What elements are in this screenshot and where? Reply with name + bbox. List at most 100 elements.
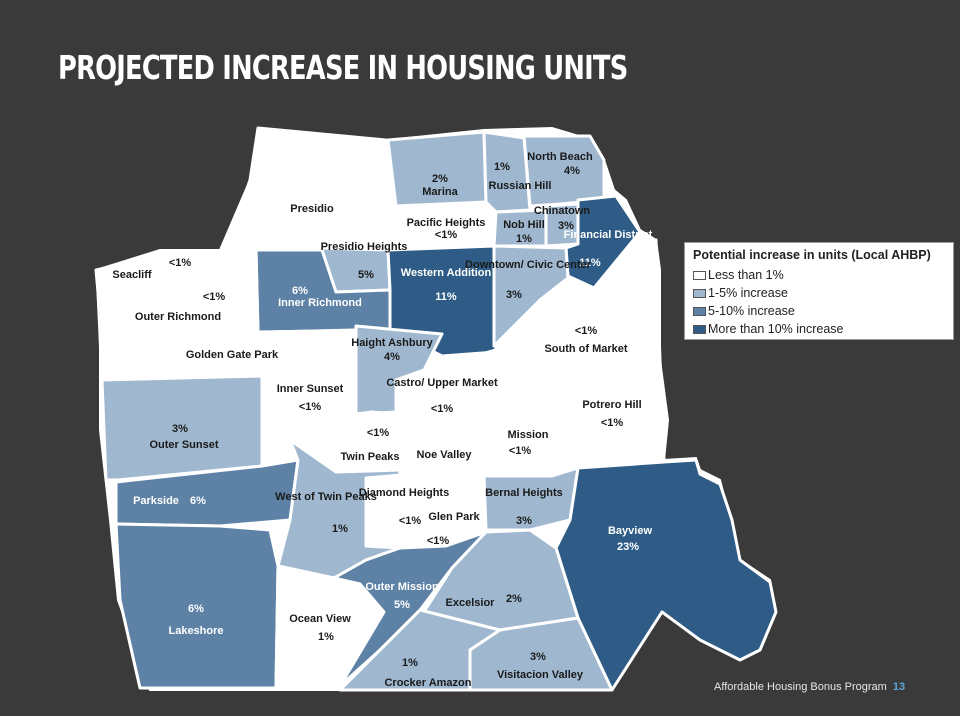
neighborhood-name: Parkside [133, 495, 179, 507]
neighborhood-value: <1% [575, 325, 598, 337]
neighborhood-value: 5% [394, 599, 410, 611]
legend-label: 5-10% increase [708, 304, 795, 318]
neighborhood-presidio [224, 126, 390, 252]
neighborhood-value: 2% [432, 173, 448, 185]
neighborhood-name: Glen Park [428, 511, 480, 523]
neighborhood-name: Presidio Heights [321, 241, 408, 253]
neighborhood-label-castro-upper-market: Castro/ Upper Market <1% [386, 377, 498, 415]
neighborhood-name: Mission [508, 429, 549, 441]
neighborhood-value: 3% [530, 651, 546, 663]
neighborhood-name: Crocker Amazon [384, 677, 471, 689]
neighborhood-value: 6% [190, 495, 206, 507]
map-legend: Potential increase in units (Local AHBP)… [684, 242, 954, 340]
neighborhood-name: Potrero Hill [582, 399, 641, 411]
neighborhood-mission [480, 348, 580, 480]
neighborhood-label-north-beach: North Beach 4% [527, 151, 593, 177]
neighborhood-label-downtown-civic-center: Downtown/ Civic Center 3% [465, 259, 592, 301]
neighborhood-label-visitacion-valley: 3% Visitacion Valley [497, 651, 584, 681]
neighborhood-label-inner-sunset: Inner Sunset <1% [277, 383, 344, 413]
neighborhood-visitacion-valley [468, 616, 614, 692]
neighborhood-label-lakeshore: 6% Lakeshore [168, 603, 223, 637]
legend-swatch [693, 324, 706, 334]
neighborhood-value: <1% [299, 401, 322, 413]
neighborhood-value: 1% [318, 631, 334, 643]
neighborhood-label-south-of-market: <1% South of Market [544, 325, 627, 355]
neighborhood-value: 11% [435, 291, 457, 303]
neighborhood-label-bayview: Bayview 23% [608, 525, 652, 553]
neighborhood-name: North Beach [527, 151, 593, 163]
neighborhood-label-noe-valley: Noe Valley [416, 449, 472, 461]
footer-program: Affordable Housing Bonus Program [714, 681, 887, 693]
neighborhood-name: Marina [422, 186, 458, 198]
legend-item: Less than 1% [693, 266, 945, 284]
neighborhood-name: West of Twin Peaks [275, 491, 377, 503]
neighborhood-name: Golden Gate Park [186, 349, 279, 361]
neighborhood-value: <1% [367, 427, 390, 439]
neighborhood-label-twin-peaks: <1% Twin Peaks [340, 427, 399, 463]
footer: Affordable Housing Bonus Program 13 [714, 681, 905, 693]
neighborhood-value: 4% [564, 165, 580, 177]
page-number: 13 [892, 681, 906, 693]
neighborhood-value: <1% [435, 229, 458, 241]
neighborhood-label-haight-ashbury: Haight Ashbury 4% [351, 337, 433, 363]
neighborhood-value: 1% [516, 233, 532, 245]
neighborhood-value: 5% [358, 269, 374, 281]
legend-swatch [693, 288, 706, 298]
neighborhood-name: Castro/ Upper Market [386, 377, 498, 389]
neighborhood-value: 1% [402, 657, 418, 669]
neighborhood-name: Downtown/ Civic Center [465, 259, 592, 271]
neighborhood-label-crocker-amazon: 1% Crocker Amazon [384, 657, 471, 689]
neighborhood-noe-valley [396, 412, 486, 476]
neighborhood-label-pacific-heights: Pacific Heights <1% [407, 217, 486, 241]
legend-title: Potential increase in units (Local AHBP) [693, 248, 931, 262]
neighborhood-name: Western Addition [401, 267, 492, 279]
neighborhood-name: Financial District [564, 229, 653, 241]
neighborhood-value: 3% [172, 423, 188, 435]
neighborhood-label-inner-richmond: 6% Inner Richmond [278, 285, 362, 309]
neighborhood-name: South of Market [544, 343, 627, 355]
neighborhood-label-presidio-heights: Presidio Heights 5% [321, 241, 408, 281]
page-title: Projected Increase in Housing Units [58, 48, 628, 87]
neighborhood-name: Outer Richmond [135, 311, 221, 323]
neighborhood-name: Haight Ashbury [351, 337, 433, 349]
neighborhood-value: 1% [494, 161, 510, 173]
neighborhood-label-nob-hill: Nob Hill 1% [503, 219, 545, 245]
neighborhood-label-outer-sunset: 3% Outer Sunset [149, 423, 218, 451]
neighborhood-outer-mission [332, 530, 488, 688]
neighborhood-label-financial-district: Financial District 11% [564, 229, 653, 269]
neighborhood-potrero-hill [572, 358, 666, 472]
neighborhood-name: Diamond Heights [359, 487, 449, 499]
neighborhood-name: Bayview [608, 525, 652, 537]
neighborhood-name: Noe Valley [416, 449, 472, 461]
legend-item: More than 10% increase [693, 320, 945, 338]
legend-item: 5-10% increase [693, 302, 945, 320]
neighborhood-value: <1% [509, 445, 532, 457]
neighborhood-name: Visitacion Valley [497, 669, 584, 681]
legend-label: More than 10% increase [708, 322, 844, 336]
neighborhood-label-russian-hill: 1% Russian Hill [489, 161, 552, 192]
neighborhood-label-ocean-view: Ocean View 1% [289, 613, 351, 643]
neighborhood-name: Pacific Heights [407, 217, 486, 229]
neighborhood-label-bernal-heights: Bernal Heights 3% [485, 487, 563, 527]
legend-label: Less than 1% [708, 268, 784, 282]
neighborhood-value: <1% [431, 403, 454, 415]
neighborhood-value: <1% [399, 515, 422, 527]
neighborhood-value: 11% [579, 257, 601, 269]
neighborhood-name: Lakeshore [168, 625, 223, 637]
neighborhood-value: <1% [427, 535, 450, 547]
neighborhood-name: Russian Hill [489, 180, 552, 192]
neighborhood-name: Nob Hill [503, 219, 545, 231]
neighborhood-name: Chinatown [534, 205, 590, 217]
neighborhood-name: Bernal Heights [485, 487, 563, 499]
neighborhood-name: Seacliff [112, 269, 151, 281]
legend-swatch [693, 306, 706, 316]
neighborhood-value: 6% [292, 285, 308, 297]
neighborhood-value: <1% [601, 417, 624, 429]
neighborhood-label-excelsior: Excelsior 2% [446, 593, 523, 609]
legend-item: 1-5% increase [693, 284, 945, 302]
neighborhood-value: 3% [506, 289, 522, 301]
neighborhood-name: Inner Richmond [278, 297, 362, 309]
neighborhood-value: 3% [516, 515, 532, 527]
neighborhood-label-marina: 2% Marina [422, 173, 458, 198]
